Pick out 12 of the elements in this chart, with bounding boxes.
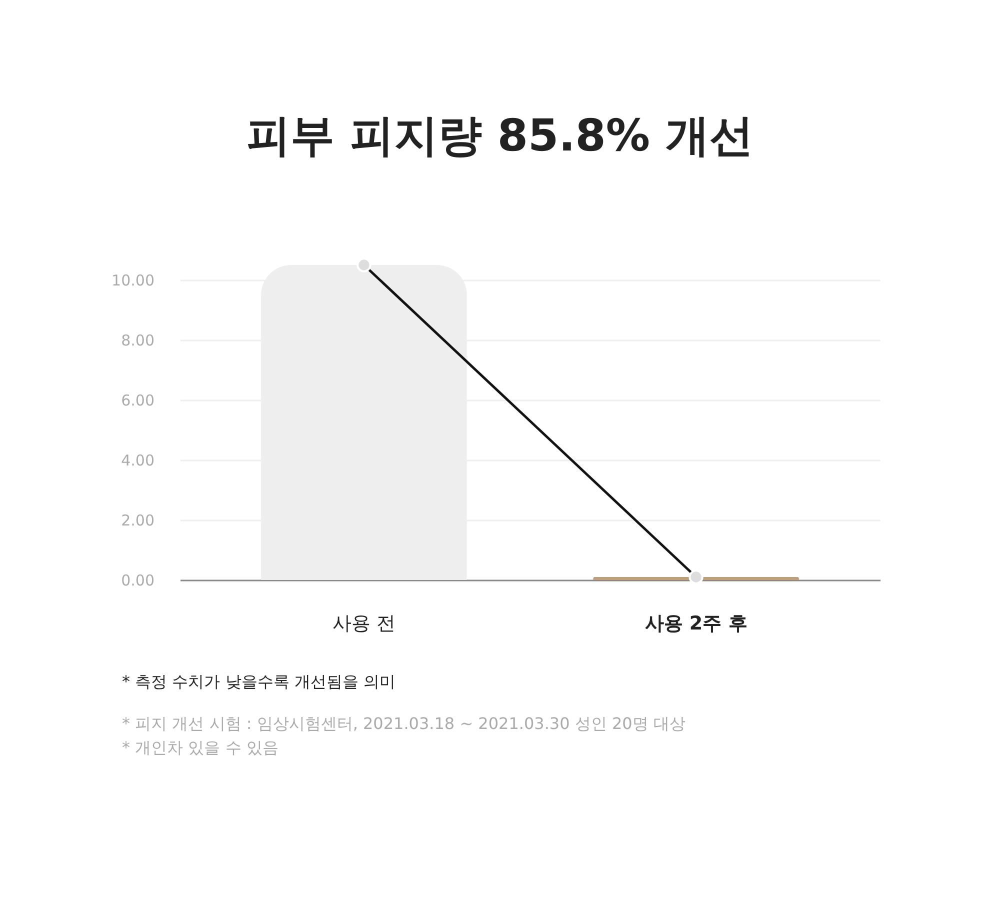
text: * 측정 수치가 낮을수록 개선됨을 의미 (122, 671, 396, 693)
y-tick-label: 0.00 (121, 572, 154, 590)
y-tick-label: 6.00 (121, 392, 154, 410)
y-tick-label: 8.00 (121, 332, 154, 350)
y-tick-label: 4.00 (121, 452, 154, 470)
y-tick-label: 10.00 (112, 272, 154, 290)
x-tick-label: 사용 전 (332, 612, 396, 634)
y-tick-label: 2.00 (121, 512, 154, 530)
chart-title: 피부 피지량 85.8% 개선 (246, 110, 754, 162)
x-tick-label: 사용 2주 후 (644, 612, 748, 634)
text: * 피지 개선 시험 : 임상시험센터, 2021.03.18 ~ 2021.03.30 성인 20명 대상 (122, 713, 686, 735)
text: * 개인차 있을 수 있음 (122, 737, 280, 759)
